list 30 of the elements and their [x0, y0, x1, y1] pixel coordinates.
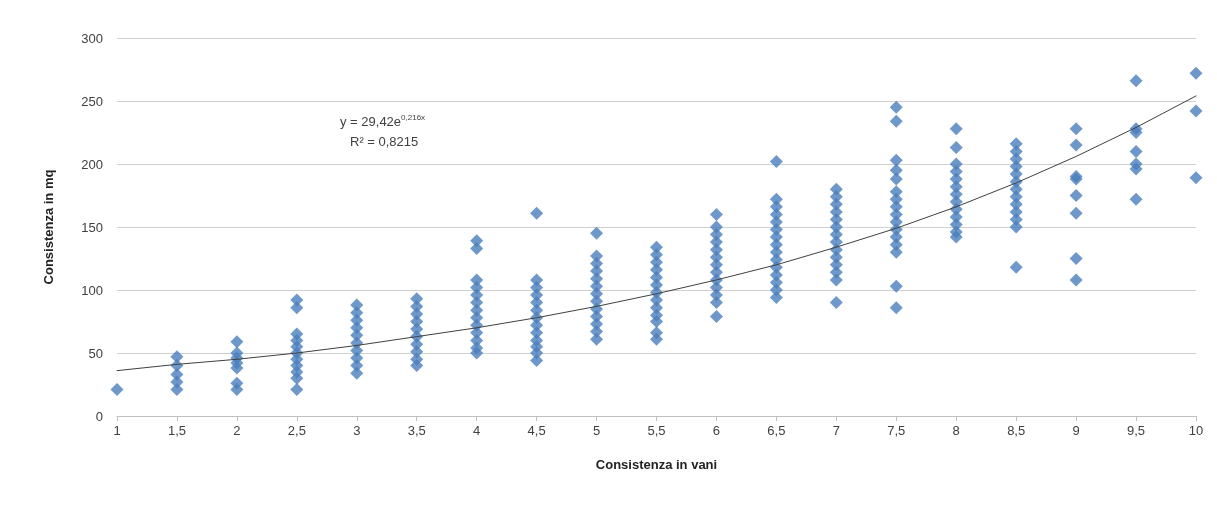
x-tick-label: 7,5: [887, 423, 906, 438]
y-tick-label: 200: [81, 156, 103, 172]
x-tick-label: 6: [712, 423, 721, 438]
x-tick-label: 3: [353, 423, 361, 438]
y-tick-label: 250: [81, 93, 103, 109]
x-tick-label: 2,5: [287, 423, 306, 438]
x-tick-label: 10: [1188, 423, 1204, 438]
x-tick-label: 4,5: [527, 423, 546, 438]
y-tick-label: 50: [88, 345, 103, 361]
x-tick-label: 6,5: [767, 423, 786, 438]
x-axis-title: Consistenza in vani: [595, 457, 718, 472]
y-tick-label: 100: [81, 282, 103, 298]
x-tick-label: 5,5: [647, 423, 666, 438]
x-tick-label: 1,5: [167, 423, 186, 438]
x-tick-label: 7: [832, 423, 840, 438]
x-tick-label: 8: [952, 423, 960, 438]
x-tick-label: 4: [473, 423, 481, 438]
x-tick-label: 5: [592, 423, 601, 438]
y-axis-title: Consistenza in mq: [41, 169, 56, 285]
x-tick-label: 2: [233, 423, 241, 438]
y-tick-label: 0: [95, 408, 103, 424]
x-tick-label: 9: [1072, 423, 1080, 438]
annotation: R² = 0,8215: [350, 134, 419, 149]
y-tick-label: 150: [81, 219, 103, 235]
x-tick-label: 1: [113, 423, 121, 438]
x-tick-label: 8,5: [1007, 423, 1026, 438]
x-tick-label: 9,5: [1127, 423, 1146, 438]
line-series: [116, 95, 1197, 372]
x-tick-label: 3,5: [407, 423, 426, 438]
y-tick-label: 300: [81, 30, 103, 46]
